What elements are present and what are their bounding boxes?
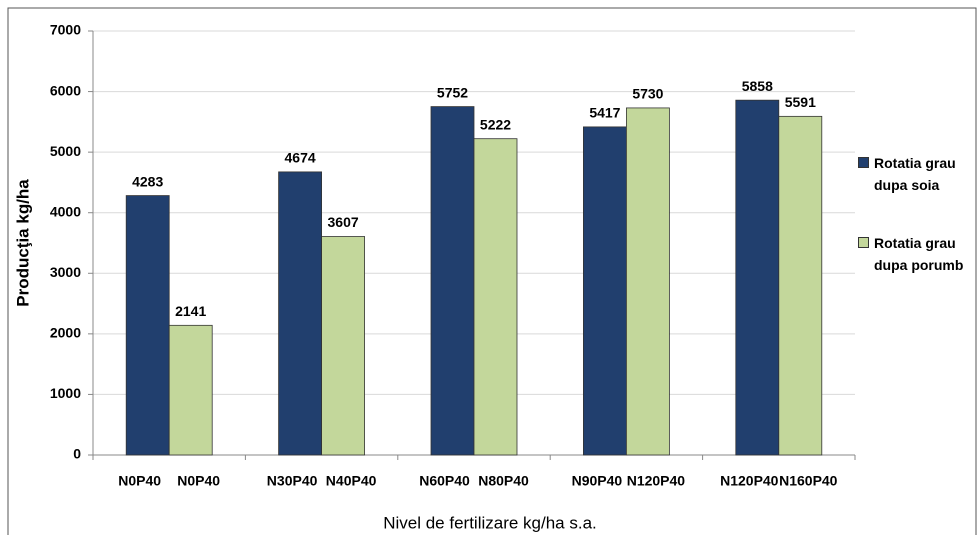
y-tick-label: 2000 (50, 325, 81, 341)
bar (278, 171, 323, 456)
chart-border (7, 7, 977, 535)
bar (430, 106, 475, 456)
value-label: 3607 (328, 214, 359, 230)
bar (168, 324, 213, 456)
value-label: 4674 (285, 150, 316, 166)
bar (778, 115, 823, 456)
y-tick-label: 7000 (50, 22, 81, 38)
y-tick-label: 1000 (50, 385, 81, 401)
y-axis-title: Producţia kg/ha (13, 179, 32, 307)
legend-swatch (858, 237, 869, 248)
bar (321, 236, 366, 456)
bar (583, 126, 627, 456)
value-label: 5222 (480, 116, 511, 132)
legend-label: Rotatia grau dupa porumb (874, 235, 964, 273)
y-tick-label: 0 (73, 446, 81, 462)
bar (473, 138, 518, 456)
value-label: 5730 (632, 86, 663, 102)
y-tick-label: 5000 (50, 143, 81, 159)
y-tick-label: 3000 (50, 264, 81, 280)
x-tick-label: N0P40 (177, 473, 220, 489)
value-label: 5858 (742, 78, 773, 94)
value-label: 2141 (175, 303, 206, 319)
x-tick-label: N120P40 (627, 473, 686, 489)
bar (626, 107, 670, 456)
value-label: 4283 (132, 173, 163, 189)
x-tick-label: N40P40 (326, 473, 377, 489)
x-tick-label: N90P40 (572, 473, 623, 489)
x-axis-title: Nivel de fertilizare kg/ha s.a. (383, 513, 597, 532)
y-tick-label: 4000 (50, 203, 81, 219)
value-label: 5591 (785, 94, 816, 110)
y-tick-label: 6000 (50, 82, 81, 98)
x-tick-label: N160P40 (779, 473, 838, 489)
x-tick-label: N60P40 (419, 473, 470, 489)
value-label: 5752 (437, 84, 468, 100)
value-label: 5417 (589, 105, 620, 121)
legend-swatch (858, 157, 869, 168)
bar (125, 195, 170, 456)
bar (735, 99, 780, 456)
x-tick-label: N30P40 (267, 473, 318, 489)
legend-item: Rotatia grau dupa porumb (858, 232, 976, 276)
x-tick-label: N0P40 (118, 473, 161, 489)
x-tick-label: N80P40 (478, 473, 529, 489)
legend-label: Rotatia grau dupa soia (874, 155, 956, 193)
legend-item: Rotatia grau dupa soia (858, 152, 976, 196)
x-tick-label: N120P40 (720, 473, 779, 489)
